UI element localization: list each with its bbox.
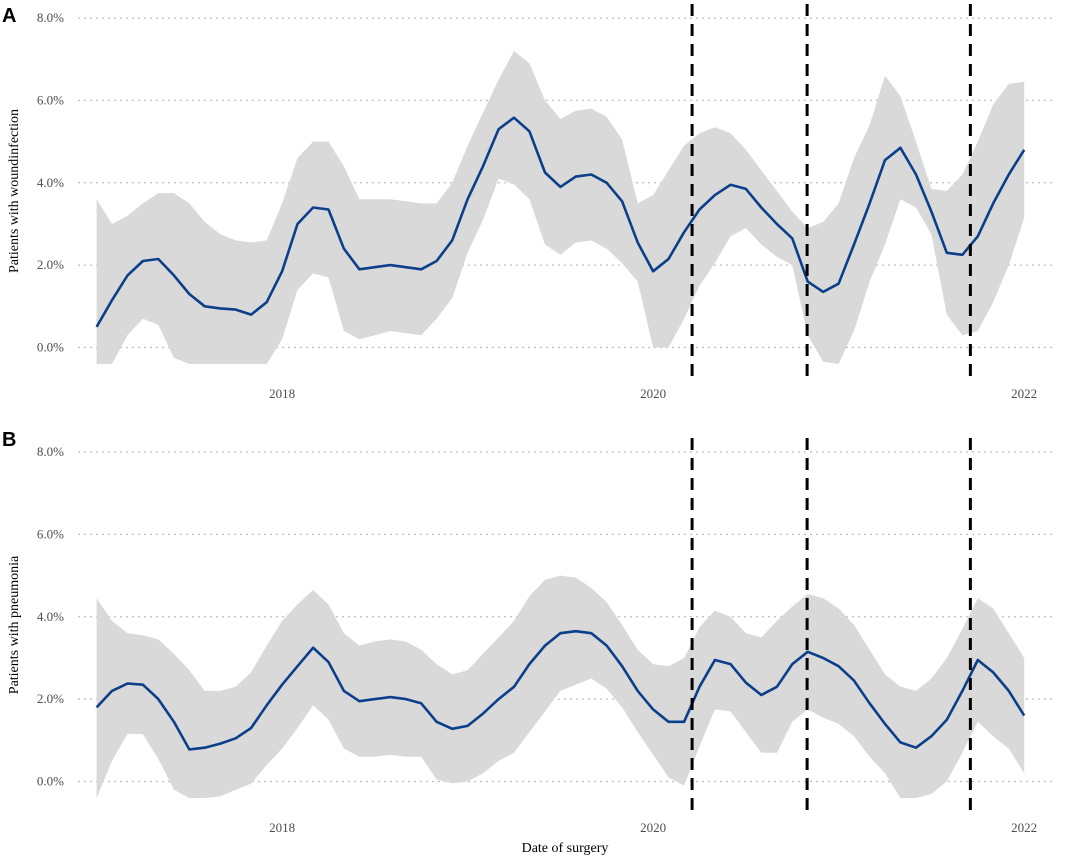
- panel-letter: B: [2, 429, 16, 451]
- x-tick-label: 2018: [269, 820, 295, 835]
- data-layer: [95, 575, 1026, 798]
- data-layer: [95, 51, 1026, 364]
- y-tick-label: 4.0%: [37, 609, 64, 624]
- x-tick-label: 2020: [640, 820, 666, 835]
- x-tick-label: 2022: [1011, 820, 1037, 835]
- series-line: [95, 116, 1026, 328]
- panel-a: 0.0% 2.0% 4.0% 6.0% 8.0% 2018 2020 2022 Patients…: [2, 4, 1052, 401]
- x-axis-title: Date of surgery: [522, 841, 609, 856]
- y-axis-title: Patients with pneumonia: [7, 555, 22, 694]
- y-axis-title: Patients with woundinfection: [7, 109, 22, 273]
- y-tick-label: 0.0%: [37, 774, 64, 789]
- confidence-band: [96, 51, 1025, 364]
- x-tick-label: 2018: [269, 386, 295, 401]
- y-tick-label: 6.0%: [37, 526, 64, 541]
- y-tick-label: 8.0%: [37, 444, 64, 459]
- y-tick-label: 2.0%: [37, 257, 64, 272]
- confidence-band: [96, 575, 1025, 798]
- series-line: [95, 629, 1026, 751]
- y-tick-label: 8.0%: [37, 10, 64, 25]
- panel-letter: A: [2, 5, 16, 27]
- y-tick-label: 4.0%: [37, 175, 64, 190]
- panel-b: 0.0% 2.0% 4.0% 6.0% 8.0% 2018 2020 2022 Patients…: [2, 429, 1052, 835]
- y-tick-label: 6.0%: [37, 92, 64, 107]
- y-tick-label: 2.0%: [37, 691, 64, 706]
- y-tick-label: 0.0%: [37, 340, 64, 355]
- x-tick-label: 2020: [640, 386, 666, 401]
- x-tick-label: 2022: [1011, 386, 1037, 401]
